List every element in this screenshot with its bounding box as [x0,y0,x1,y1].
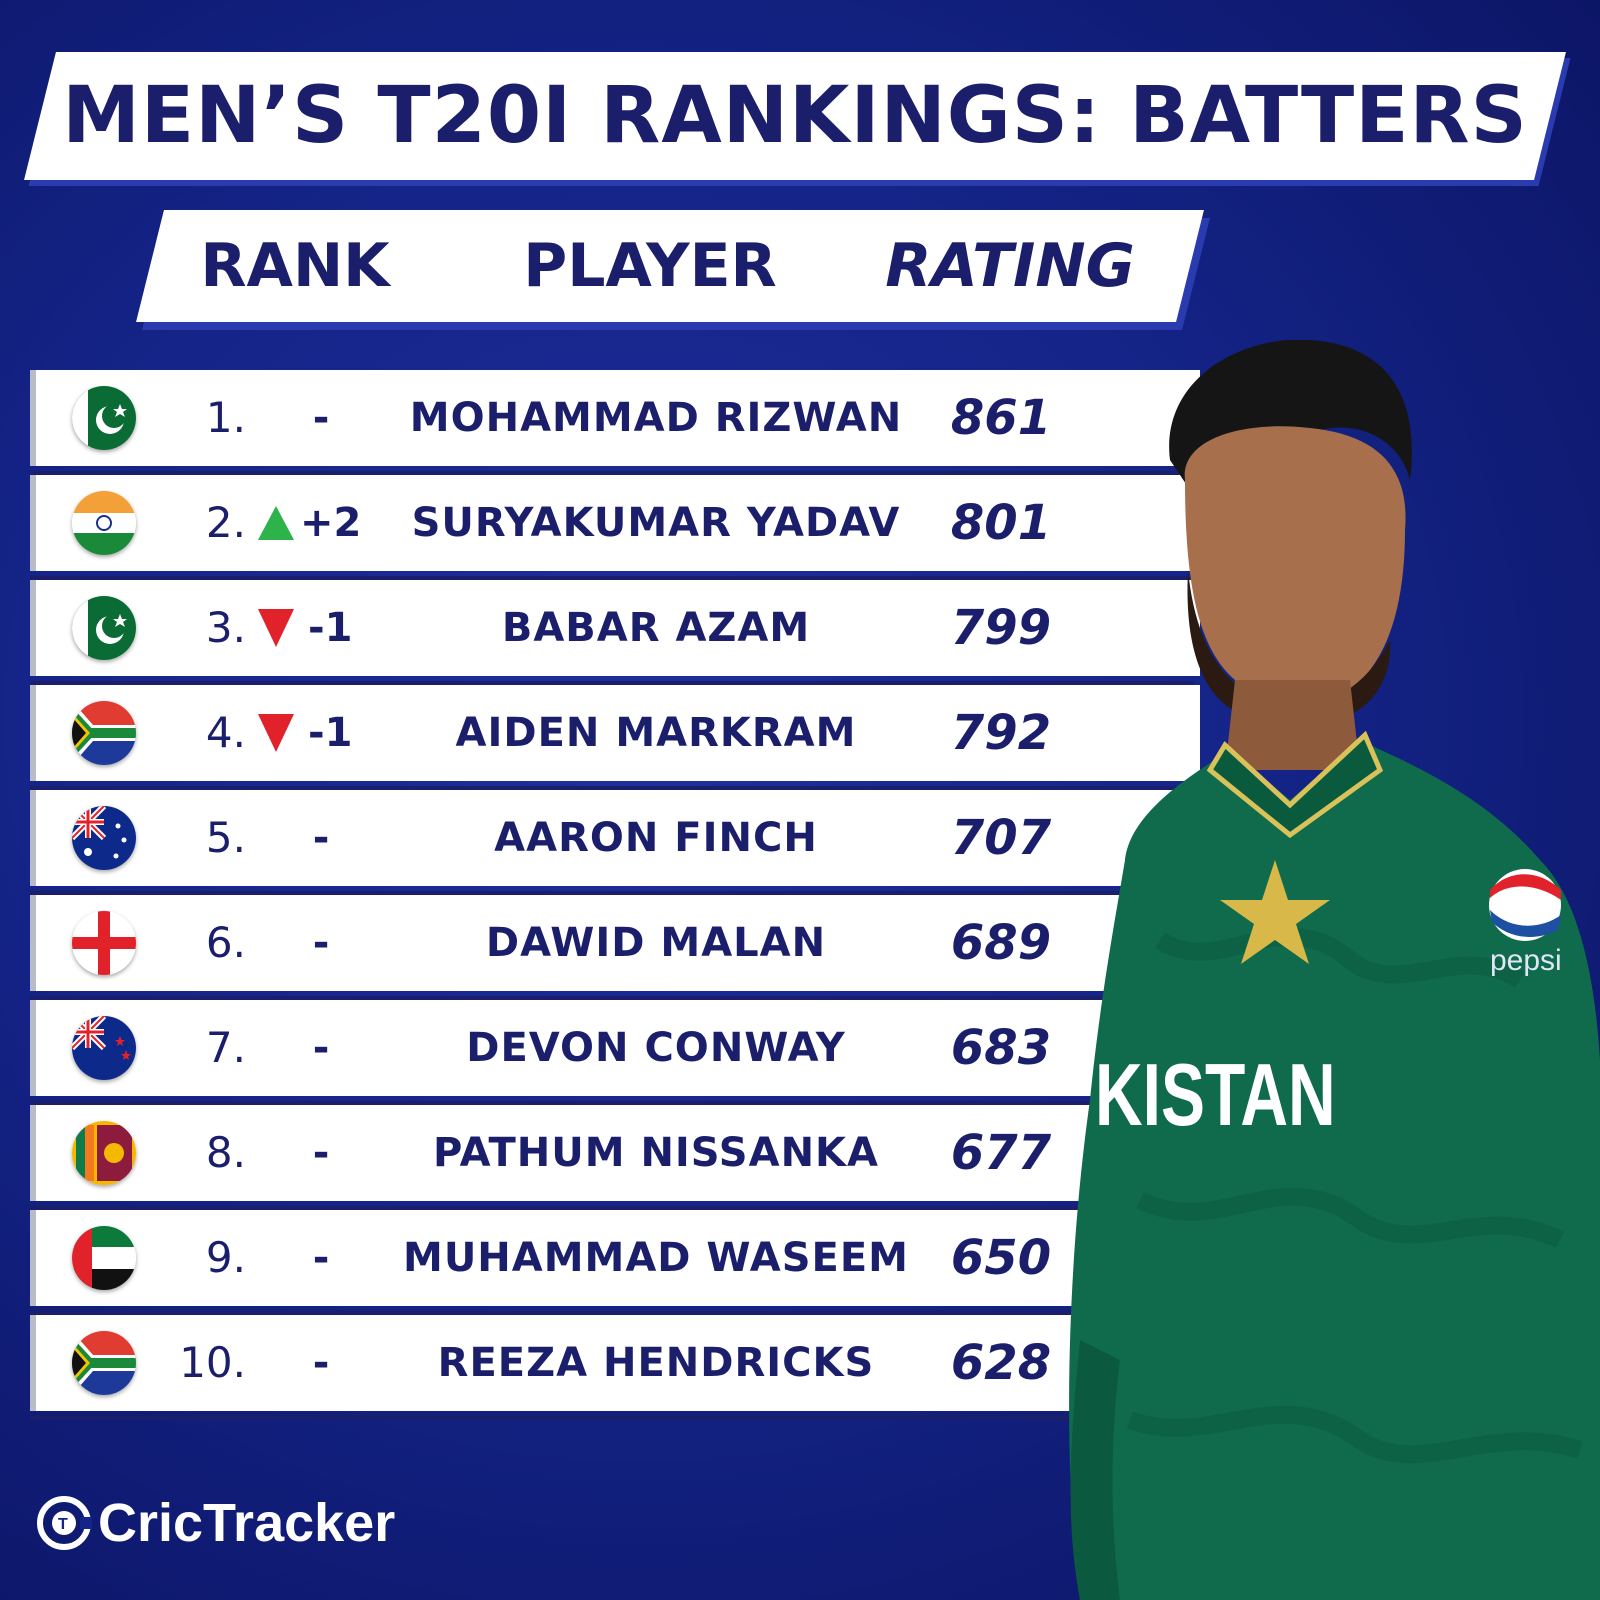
rating-value: 650 [950,1230,1052,1286]
player-face [1184,426,1406,703]
rating-value: 628 [950,1335,1052,1391]
crictracker-logo-icon: T [37,1496,92,1550]
rating-value: 801 [950,495,1052,551]
england-flag-icon [72,911,136,975]
rank-number: 10. [179,1338,246,1387]
ranking-row: 6. - DAWID MALAN 689 [30,895,1200,1000]
rank-change-value: -1 [308,605,353,651]
rank-change: +2 [258,475,368,571]
rank-change: - [312,1340,330,1386]
player-name: MUHAMMAD WASEEM [403,1235,909,1281]
rank-change-value: -1 [308,710,353,756]
rating-value: 689 [950,915,1052,971]
rating-value: 861 [950,390,1052,446]
svg-text:T: T [58,1516,68,1533]
header-rating: RATING [885,231,1135,301]
ranking-row: 3. -1 BABAR AZAM 799 [30,580,1200,685]
ranking-row: 9. - MUHAMMAD WASEEM 650 [30,1210,1200,1315]
rank-change: - [312,920,330,966]
player-name: REEZA HENDRICKS [437,1340,875,1386]
player-name: DEVON CONWAY [466,1025,846,1071]
rank-number: 1. [205,393,246,442]
south-africa-flag-icon [72,701,136,765]
ranking-row: 4. -1 AIDEN MARKRAM 792 [30,685,1200,790]
page-title: MEN’S T20I RANKINGS: BATTERS [62,71,1528,161]
rank-number: 4. [205,708,246,757]
ranking-row: 1. - MOHAMMAD RIZWAN 861 [30,370,1200,475]
header-player: PLAYER [523,231,777,301]
pakistan-flag-icon [72,596,136,660]
rank-change: -1 [258,580,368,676]
brand-logo: T CricTracker [36,1488,395,1558]
player-name: SURYAKUMAR YADAV [411,500,901,546]
rank-number: 3. [205,603,246,652]
pepsi-text: pepsi [1490,944,1562,977]
rank-number: 6. [205,918,246,967]
rank-change-value: +2 [300,500,362,546]
player-name: PATHUM NISSANKA [432,1130,880,1176]
rank-change: - [312,815,330,861]
ranking-row: 8. - PATHUM NISSANKA 677 [30,1105,1200,1210]
rank-change: - [312,395,330,441]
rank-number: 9. [205,1233,246,1282]
rank-number: 8. [205,1128,246,1177]
rating-value: 707 [950,810,1052,866]
rating-value: 799 [950,600,1052,656]
rank-change: - [312,1025,330,1071]
arrow-up-icon [258,506,294,540]
new-zealand-flag-icon [72,1016,136,1080]
player-name: BABAR AZAM [501,605,811,651]
jersey-text: KISTAN [1095,1047,1336,1144]
star-badge-icon [1220,860,1330,964]
ranking-row: 5. - AARON FINCH 707 [30,790,1200,895]
ranking-row: 2. +2 SURYAKUMAR YADAV 801 [30,475,1200,580]
rank-number: 5. [205,813,246,862]
rank-change: - [312,1130,330,1176]
pakistan-flag-icon [72,386,136,450]
header-rank: RANK [200,231,390,301]
india-flag-icon [72,491,136,555]
uae-flag-icon [72,1226,136,1290]
rank-change: - [312,1235,330,1281]
rank-number: 2. [205,498,246,547]
sri-lanka-flag-icon [72,1121,136,1185]
player-name: AIDEN MARKRAM [455,710,857,756]
player-hair [1169,340,1412,490]
ranking-row: 7. - DEVON CONWAY 683 [30,1000,1200,1105]
brand-name: CricTracker [98,1493,396,1553]
player-jersey [1069,740,1600,1600]
rating-value: 677 [950,1125,1052,1181]
australia-flag-icon [72,806,136,870]
ranking-row: 10. - REEZA HENDRICKS 628 [30,1315,1200,1420]
rank-change: -1 [258,685,368,781]
south-africa-flag-icon [72,1331,136,1395]
player-name: AARON FINCH [494,815,818,861]
rating-value: 792 [950,705,1052,761]
arrow-down-icon [258,714,294,752]
rating-value: 683 [950,1020,1052,1076]
rankings-list: 1. - MOHAMMAD RIZWAN 861 2. +2 SURYAKUMAR YADA… [30,370,1200,1420]
player-photo: KISTAN pepsi [1069,340,1600,1600]
rank-number: 7. [205,1023,246,1072]
player-name: MOHAMMAD RIZWAN [409,395,903,441]
player-name: DAWID MALAN [485,920,827,966]
arrow-down-icon [258,609,294,647]
